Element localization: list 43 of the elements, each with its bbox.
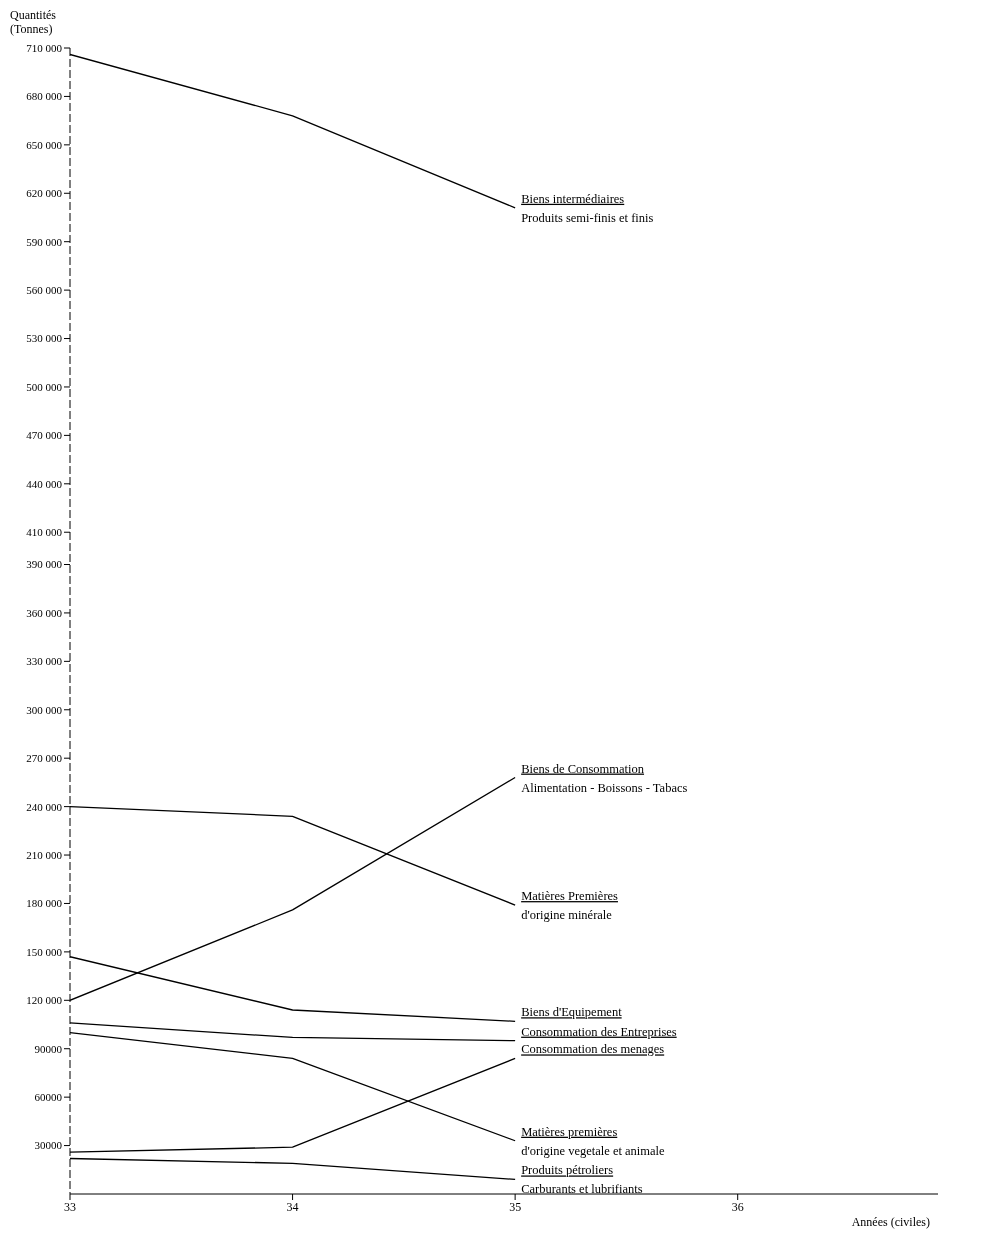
annotation: d'origine vegetale et animale	[521, 1143, 666, 1158]
series-label: Consommation des menages	[521, 1042, 665, 1057]
y-tick-label: 710 000	[26, 41, 63, 54]
series-label: Matières premières	[521, 1124, 618, 1139]
series-label: Biens de Consommation	[521, 761, 645, 776]
annotation: d'origine minérale	[521, 908, 613, 923]
series-label: Consommation des Entreprises	[521, 1024, 677, 1039]
y-tick-label: 300 000	[26, 703, 63, 716]
series-label: Biens d'Equipement	[521, 1005, 623, 1020]
y-tick-label: 590 000	[26, 235, 63, 248]
y-tick-label: 90000	[34, 1042, 63, 1055]
y-tick-label: 30000	[34, 1139, 63, 1152]
y-tick-label: 210 000	[26, 848, 63, 861]
y-tick-label: 560 000	[26, 284, 63, 297]
x-tick-label: 34	[286, 1199, 299, 1214]
x-tick-label: 33	[64, 1199, 76, 1214]
y-tick-label: 680 000	[26, 90, 63, 103]
y-tick-label: 390 000	[26, 558, 63, 571]
series-label: Biens intermédiaires	[521, 191, 625, 206]
y-tick-label: 150 000	[26, 945, 63, 958]
annotation: Produits semi-finis et finis	[521, 210, 654, 225]
x-tick-label: 35	[509, 1199, 522, 1214]
y-axis-title: Quantités (Tonnes)	[10, 8, 57, 36]
annotation: Alimentation - Boissons - Tabacs	[521, 780, 688, 795]
x-axis-title: Années (civiles)	[851, 1215, 930, 1229]
y-tick-label: 330 000	[26, 655, 63, 668]
y-tick-label: 360 000	[26, 606, 63, 619]
y-tick-label: 500 000	[26, 380, 63, 393]
y-tick-label: 620 000	[26, 187, 63, 200]
x-tick-label: 36	[731, 1199, 744, 1214]
y-tick-label: 440 000	[26, 477, 63, 490]
y-tick-label: 470 000	[26, 429, 63, 442]
y-tick-label: 270 000	[26, 752, 63, 765]
y-tick-label: 530 000	[26, 332, 63, 345]
y-tick-label: 240 000	[26, 800, 63, 813]
y-tick-label: 120 000	[26, 994, 63, 1007]
series-label: Matières Premières	[521, 889, 619, 904]
y-tick-label: 650 000	[26, 138, 63, 151]
series-label: Produits pétroliers	[521, 1163, 614, 1178]
y-tick-label: 180 000	[26, 897, 63, 910]
y-tick-label: 410 000	[26, 526, 63, 539]
annotation: Carburants et lubrifiants	[521, 1182, 643, 1197]
y-tick-label: 60000	[34, 1091, 63, 1104]
